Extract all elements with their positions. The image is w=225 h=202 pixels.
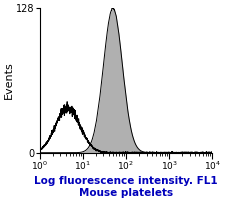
X-axis label: Log fluorescence intensity. FL1
Mouse platelets: Log fluorescence intensity. FL1 Mouse pl… xyxy=(34,176,218,198)
Y-axis label: Events: Events xyxy=(4,62,14,99)
